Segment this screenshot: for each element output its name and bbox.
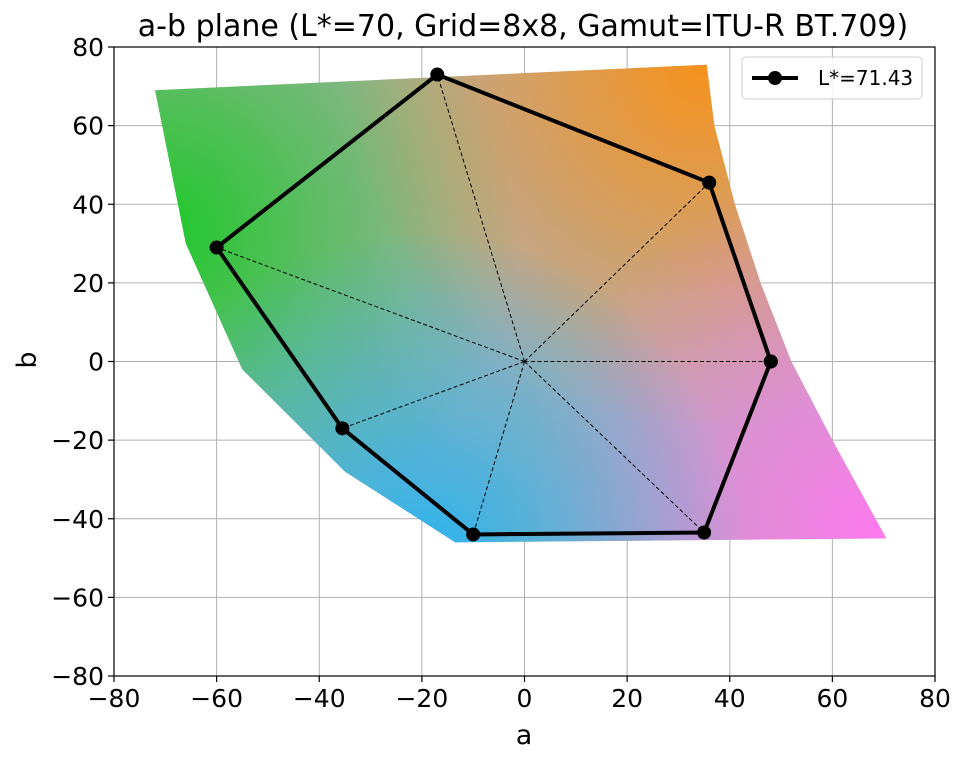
y-tick-label: 80 <box>72 33 104 62</box>
legend: L*=71.43 <box>741 56 923 100</box>
axis-ticks: −80 −60 −40 −20 0 20 40 60 80 −80 −60 −40 −20 0 20 40 60… <box>51 33 951 713</box>
y-tick-label: 60 <box>72 112 104 141</box>
chart-title: a-b plane (L*=70, Grid=8x8, Gamut=ITU-R … <box>138 9 908 44</box>
x-tick-label: −80 <box>88 684 141 713</box>
x-tick-label: 40 <box>714 684 746 713</box>
x-tick-label: 0 <box>517 684 533 713</box>
grad-cyan-layer <box>155 64 887 543</box>
x-tick-label: 20 <box>611 684 643 713</box>
y-tick-label: −20 <box>51 426 104 455</box>
y-tick-label: −80 <box>51 662 104 691</box>
data-point <box>697 525 712 540</box>
data-point <box>209 240 224 255</box>
center-ray <box>524 182 710 362</box>
series-layer <box>209 67 778 542</box>
center-ray <box>436 74 525 362</box>
y-tick-label: 0 <box>88 348 104 377</box>
gamut-region <box>155 64 887 543</box>
y-axis-label: b <box>12 351 43 368</box>
x-tick-label: −40 <box>293 684 346 713</box>
y-tick-label: −40 <box>51 505 104 534</box>
y-tick-label: 20 <box>72 269 104 298</box>
center-ray <box>216 247 525 362</box>
y-tick-label: −60 <box>51 583 104 612</box>
x-tick-label: 60 <box>816 684 848 713</box>
x-tick-label: −20 <box>395 684 448 713</box>
y-tick-label: 40 <box>72 190 104 219</box>
data-point <box>335 421 350 436</box>
data-point <box>430 67 445 82</box>
series-line <box>213 72 773 537</box>
center-ray <box>524 361 705 533</box>
data-point <box>763 354 778 369</box>
legend-box <box>741 56 923 100</box>
center-ray <box>472 361 525 535</box>
data-point <box>702 175 717 190</box>
x-tick-label: −60 <box>190 684 243 713</box>
legend-marker <box>768 71 782 85</box>
center-rays <box>216 74 771 535</box>
data-point <box>466 527 481 542</box>
x-tick-label: 80 <box>919 684 951 713</box>
x-axis-label: a <box>516 720 533 751</box>
legend-label: L*=71.43 <box>818 66 913 90</box>
